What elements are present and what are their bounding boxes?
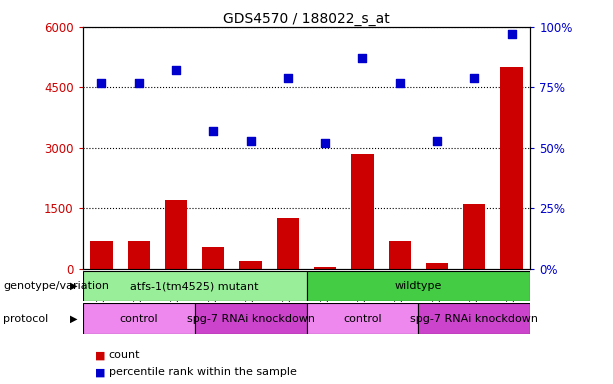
Point [395, 79, 405, 86]
Bar [90, 240, 113, 269]
Bar [306, 303, 418, 334]
Text: ▶: ▶ [70, 314, 77, 324]
Point [171, 67, 181, 73]
Text: genotype/variation: genotype/variation [3, 281, 109, 291]
Text: ■: ■ [95, 350, 105, 360]
Text: spg-7 RNAi knockdown: spg-7 RNAi knockdown [186, 314, 314, 324]
Point [357, 55, 367, 61]
Bar [306, 271, 530, 301]
Bar [83, 303, 195, 334]
Bar [128, 240, 150, 269]
Point [320, 140, 330, 146]
Point [96, 79, 106, 86]
Point [208, 128, 218, 134]
Text: atfs-1(tm4525) mutant: atfs-1(tm4525) mutant [131, 281, 259, 291]
Bar [418, 303, 530, 334]
Text: control: control [343, 314, 382, 324]
Bar [389, 240, 411, 269]
Title: GDS4570 / 188022_s_at: GDS4570 / 188022_s_at [223, 12, 390, 26]
Bar [202, 247, 224, 269]
Text: percentile rank within the sample: percentile rank within the sample [109, 367, 296, 377]
Point [134, 79, 143, 86]
Text: count: count [109, 350, 140, 360]
Bar [463, 204, 485, 269]
Point [507, 31, 517, 37]
Text: wildtype: wildtype [395, 281, 442, 291]
Bar [500, 67, 523, 269]
Bar [83, 271, 306, 301]
Bar [426, 263, 448, 269]
Bar [240, 261, 262, 269]
Bar [195, 303, 306, 334]
Bar [165, 200, 187, 269]
Point [246, 137, 256, 144]
Text: protocol: protocol [3, 314, 48, 324]
Point [432, 137, 442, 144]
Bar [351, 154, 374, 269]
Text: ▶: ▶ [70, 281, 77, 291]
Bar [276, 218, 299, 269]
Text: spg-7 RNAi knockdown: spg-7 RNAi knockdown [410, 314, 538, 324]
Point [470, 74, 479, 81]
Bar [314, 267, 337, 269]
Text: control: control [120, 314, 158, 324]
Point [283, 74, 293, 81]
Text: ■: ■ [95, 367, 105, 377]
